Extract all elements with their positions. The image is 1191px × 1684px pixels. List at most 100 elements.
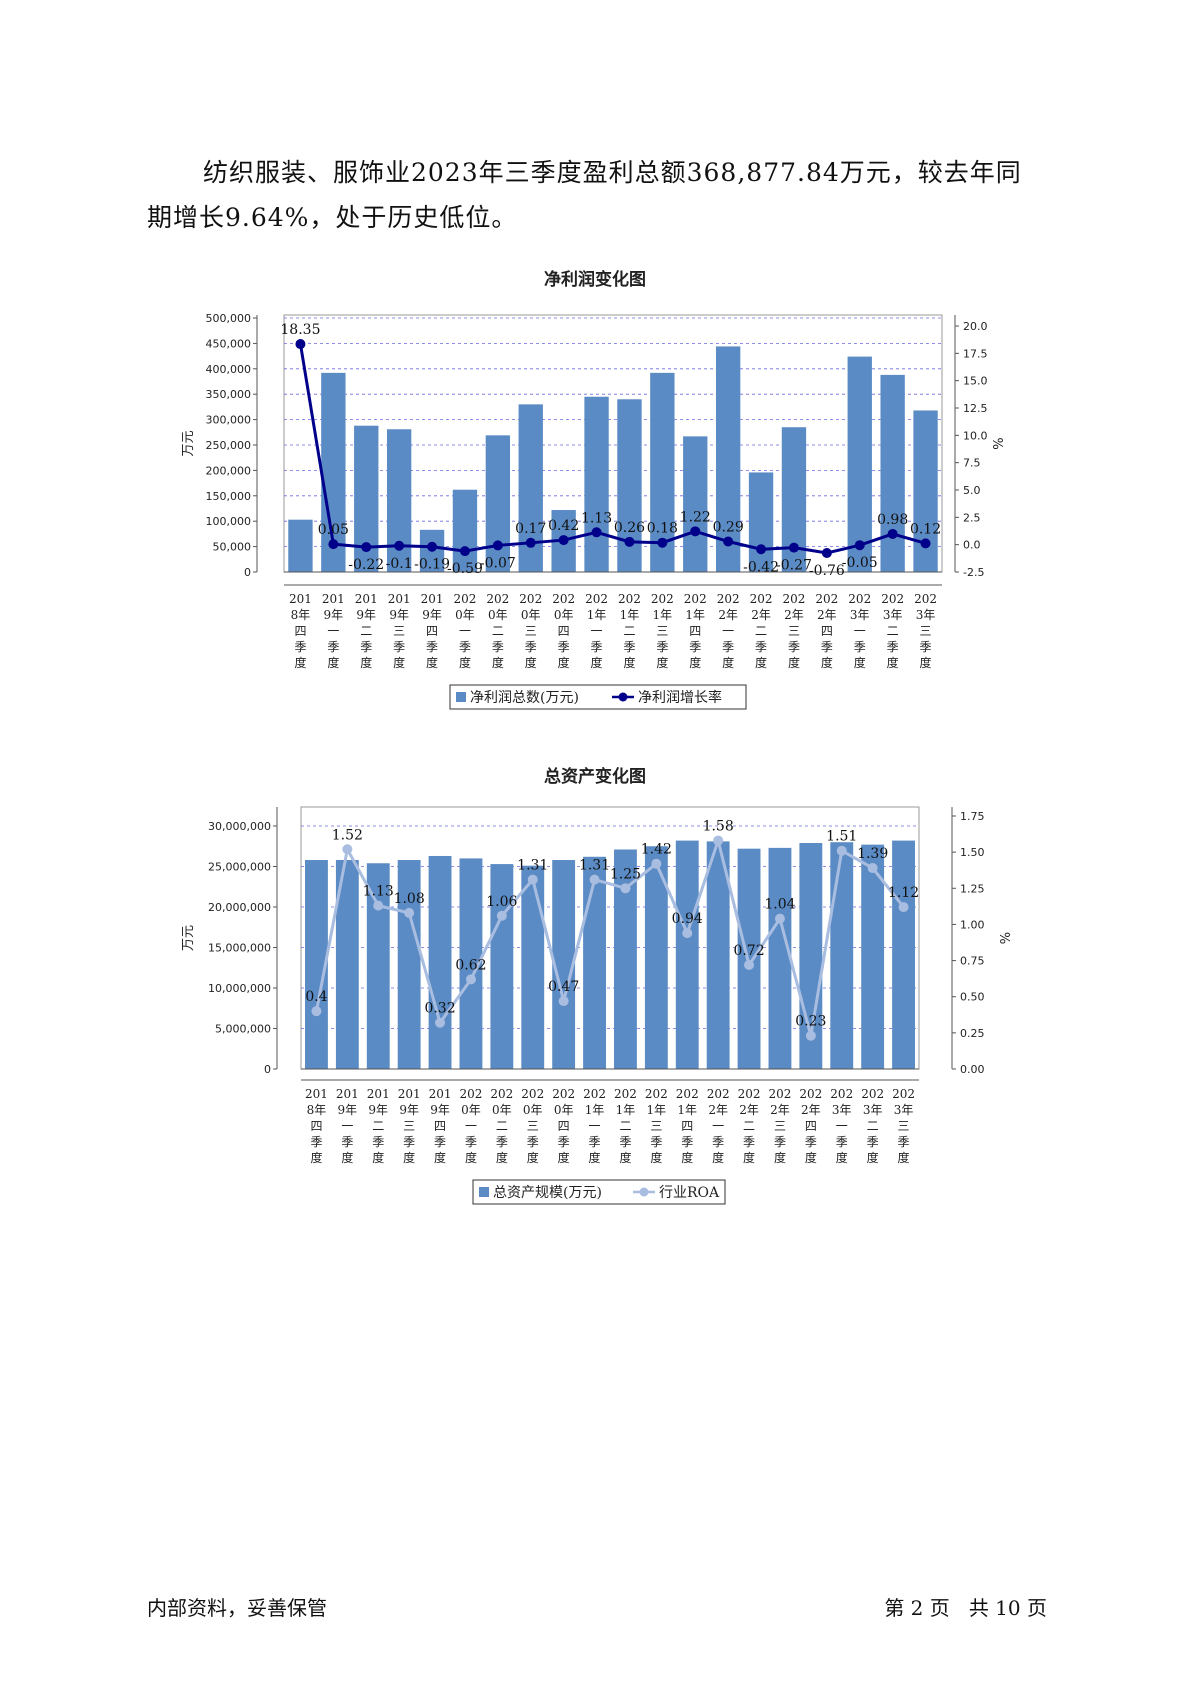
x-tick-label: 202 3年一季度 bbox=[848, 592, 871, 670]
x-tick-label: 201 9年二季度 bbox=[367, 1087, 390, 1165]
data-label: -0.22 bbox=[348, 557, 384, 573]
bar bbox=[683, 436, 708, 572]
chart-title: 总资产变化图 bbox=[544, 766, 646, 787]
bar bbox=[485, 435, 511, 572]
y-tick-label: 150,000 bbox=[206, 490, 252, 503]
y-tick-label: 0 bbox=[244, 566, 251, 579]
total-assets-chart-svg: 总资产变化图 0 5,000,000 10,000,000 15,000,000 20,0… bbox=[181, 766, 1014, 1205]
legend-bar-swatch bbox=[479, 1187, 489, 1197]
y-tick-label: 400,000 bbox=[206, 363, 252, 376]
y2-axis-label: % bbox=[999, 932, 1014, 944]
bar bbox=[892, 840, 915, 1069]
data-label: -0.59 bbox=[447, 561, 483, 577]
legend-line-label: 行业ROA bbox=[659, 1185, 720, 1201]
data-label: -0.05 bbox=[842, 555, 878, 571]
y-tick-label: 0 bbox=[264, 1063, 271, 1076]
line-point bbox=[435, 1017, 446, 1028]
bar bbox=[614, 849, 637, 1069]
y2-tick-label: 1.50 bbox=[960, 846, 985, 859]
line-point bbox=[867, 863, 878, 874]
data-label: 0.4 bbox=[305, 989, 327, 1005]
bar bbox=[880, 374, 905, 572]
x-tick-label: 202 1年二季度 bbox=[618, 592, 641, 670]
line-point bbox=[682, 928, 693, 939]
bar bbox=[583, 856, 606, 1069]
x-tick-label: 202 1年二季度 bbox=[614, 1087, 637, 1165]
data-label: 1.22 bbox=[680, 509, 711, 525]
line-point bbox=[744, 959, 755, 970]
bar bbox=[288, 519, 313, 572]
bar bbox=[861, 844, 885, 1069]
x-tick-label: 202 2年二季度 bbox=[750, 592, 773, 670]
data-label: -0.07 bbox=[480, 555, 516, 571]
data-label: 0.98 bbox=[877, 512, 908, 528]
x-tick-label: 202 0年三季度 bbox=[521, 1087, 544, 1165]
data-label: 1.06 bbox=[486, 894, 517, 910]
y2-tick-label: 2.5 bbox=[963, 511, 981, 524]
x-tick-label: 202 1年三季度 bbox=[645, 1087, 668, 1165]
line-point bbox=[651, 858, 662, 869]
footer-page-number: 第 2 页 共 10 页 bbox=[884, 1596, 1047, 1620]
y-tick-label: 500,000 bbox=[206, 312, 252, 325]
line-point bbox=[496, 910, 507, 921]
data-label: -0.76 bbox=[809, 563, 845, 579]
y-tick-label: 300,000 bbox=[206, 414, 252, 427]
x-tick-label: 202 3年三季度 bbox=[892, 1087, 915, 1165]
line-point bbox=[427, 541, 438, 552]
y-tick-label: 50,000 bbox=[213, 541, 252, 554]
y2-tick-label: 1.25 bbox=[960, 882, 985, 895]
data-label: 1.13 bbox=[363, 884, 394, 900]
y-tick-label: 350,000 bbox=[206, 388, 252, 401]
x-tick-label: 202 0年四季度 bbox=[552, 592, 575, 670]
data-label: 1.42 bbox=[641, 842, 672, 858]
line-point bbox=[465, 974, 476, 985]
y-tick-label: 5,000,000 bbox=[215, 1023, 271, 1036]
series-line bbox=[314, 835, 905, 1037]
x-tick-label: 202 2年二季度 bbox=[738, 1087, 761, 1165]
data-label: -0.19 bbox=[414, 557, 450, 573]
x-tick-label: 202 0年四季度 bbox=[552, 1087, 575, 1165]
line-point bbox=[657, 537, 668, 548]
y2-tick-label: 7.5 bbox=[963, 457, 981, 470]
x-tick-label: 202 3年一季度 bbox=[830, 1087, 853, 1165]
legend-line-label: 净利润增长率 bbox=[638, 689, 722, 706]
data-label: 0.32 bbox=[424, 1001, 455, 1017]
y2-tick-label: 1.00 bbox=[960, 918, 985, 931]
x-tick-label: 202 1年一季度 bbox=[583, 1087, 606, 1165]
bar bbox=[428, 855, 452, 1069]
legend-line-dot bbox=[639, 1187, 649, 1197]
bar bbox=[584, 396, 609, 572]
data-label: 0.05 bbox=[318, 522, 349, 538]
net-profit-chart-svg: 净利润变化图 0 50,000 100,000 150,000 200,000 250,00… bbox=[181, 269, 1007, 710]
data-label: 18.35 bbox=[280, 322, 320, 338]
x-tick-label: 201 9年四季度 bbox=[421, 592, 444, 670]
line-point bbox=[328, 539, 339, 550]
x-tick-label: 202 2年四季度 bbox=[799, 1087, 822, 1165]
data-label: 0.42 bbox=[548, 518, 579, 534]
y2-tick-label: 1.75 bbox=[960, 810, 985, 823]
data-label: 1.52 bbox=[332, 827, 363, 843]
legend-bar-label: 净利润总数(万元) bbox=[470, 690, 579, 706]
x-tick-label: 202 2年四季度 bbox=[815, 592, 838, 670]
bar bbox=[644, 846, 668, 1069]
y2-tick-label: 5.0 bbox=[963, 484, 981, 497]
legend-bar-label: 总资产规模(万元) bbox=[493, 1185, 602, 1201]
line-point bbox=[525, 537, 536, 548]
line-point bbox=[836, 845, 847, 856]
bar bbox=[459, 858, 483, 1069]
legend-box bbox=[449, 684, 747, 710]
y-tick-label: 15,000,000 bbox=[208, 942, 271, 955]
y2-tick-label: 0.0 bbox=[963, 539, 981, 552]
y2-tick-label: 0.25 bbox=[960, 1027, 985, 1040]
bar bbox=[675, 840, 699, 1069]
y-tick-label: 20,000,000 bbox=[208, 901, 271, 914]
data-label: 0.12 bbox=[910, 521, 941, 537]
line-point bbox=[373, 900, 384, 911]
line-point bbox=[774, 913, 785, 924]
line-point bbox=[713, 835, 724, 846]
legend-line-dot bbox=[618, 692, 628, 702]
x-tick-label: 202 0年一季度 bbox=[459, 1087, 482, 1165]
data-label: 1.39 bbox=[857, 846, 888, 862]
y-tick-label: 250,000 bbox=[206, 439, 252, 452]
x-tick-label: 202 3年三季度 bbox=[914, 592, 937, 670]
